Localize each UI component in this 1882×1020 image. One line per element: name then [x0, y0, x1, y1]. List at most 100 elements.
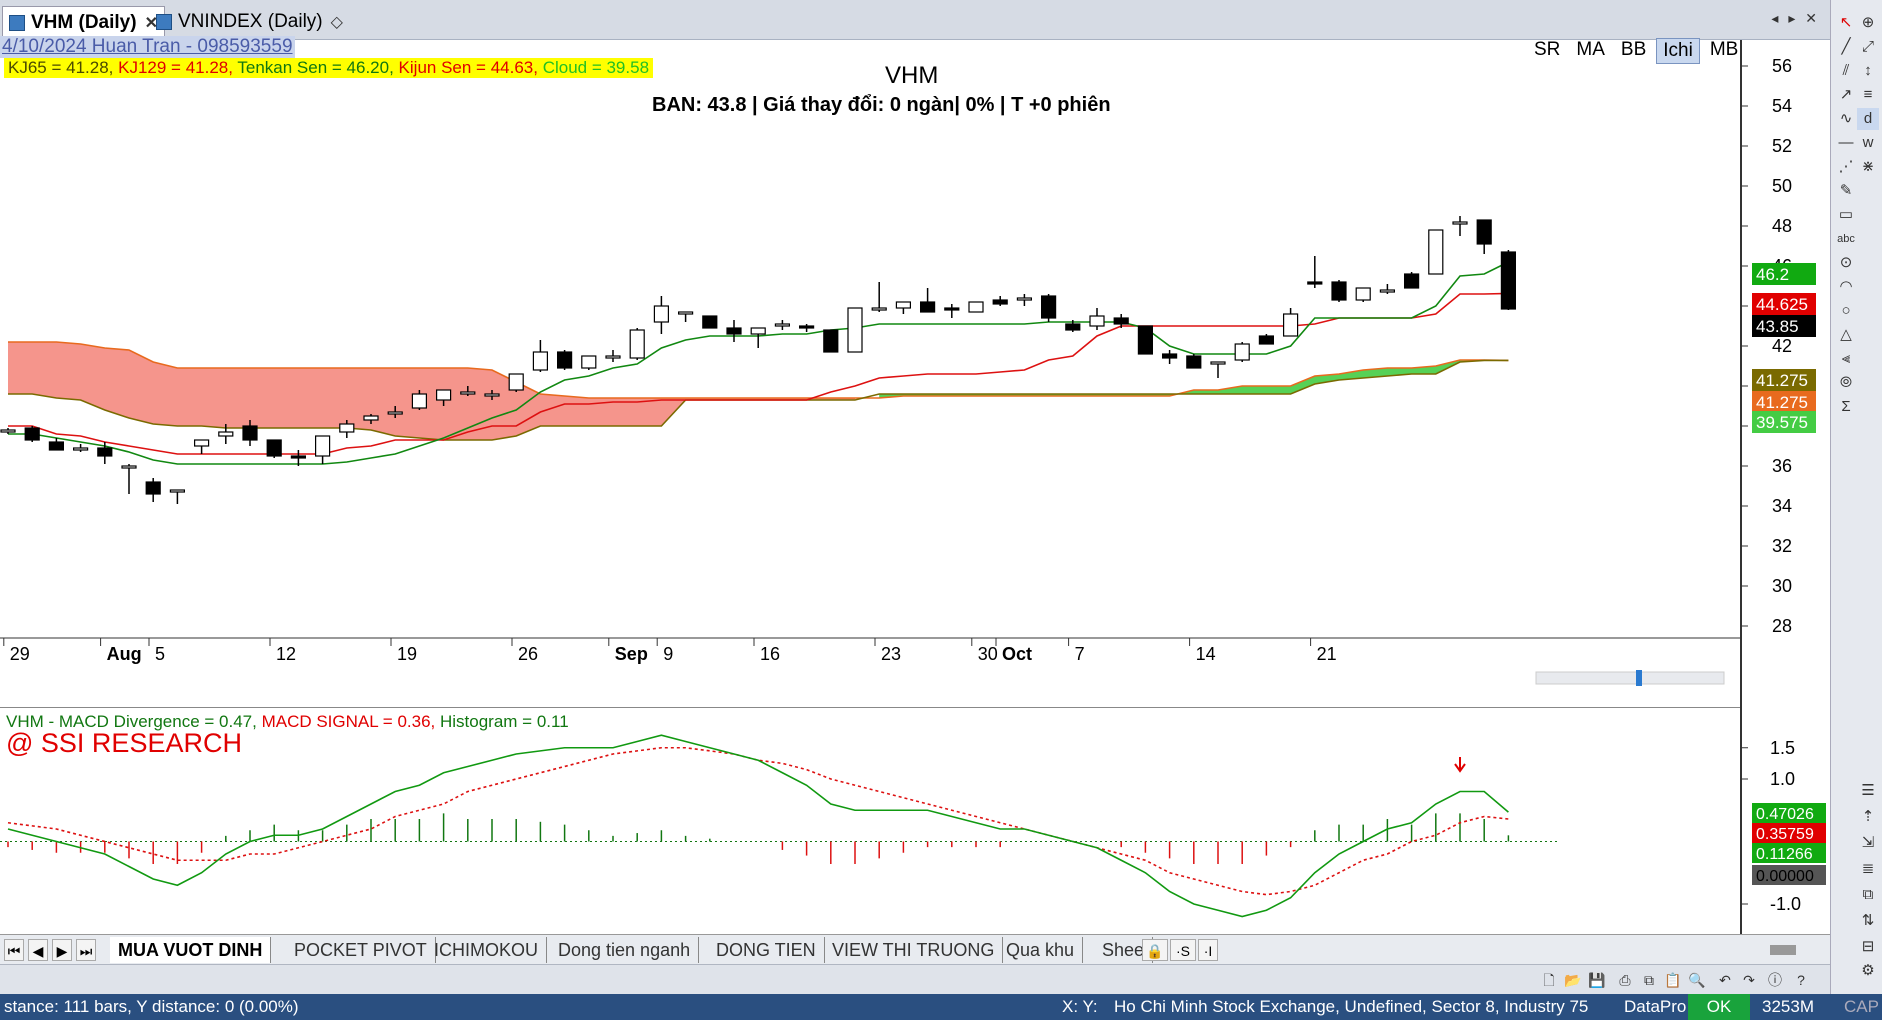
layers-icon[interactable]: ⧉ [1862, 886, 1874, 903]
fan-icon[interactable]: ⫷ [1841, 350, 1851, 367]
stack-icon[interactable]: ≣ [1861, 860, 1875, 877]
sr-button[interactable]: SR [1534, 39, 1561, 60]
hline-icon[interactable]: — [1838, 134, 1854, 151]
candle-body [1500, 251, 1517, 310]
rectangle-icon[interactable]: ▭ [1838, 206, 1854, 223]
sync-scroll-icon[interactable]: ·S [1170, 939, 1196, 961]
freehand-icon[interactable]: ∿ [1839, 110, 1853, 127]
candle-body [145, 481, 161, 495]
channel-icon[interactable]: ⫽ [1842, 62, 1850, 79]
fib-icon[interactable]: ≡ [1863, 86, 1873, 103]
gann-icon[interactable]: ⋇ [1861, 158, 1875, 175]
sheet-tab-ichimokou[interactable]: ICHIMOKOU [426, 937, 548, 963]
sort-icon[interactable]: ⇅ [1861, 912, 1875, 929]
sheet-tab-dong-tien-nganh[interactable]: Dong tien nganh [550, 937, 700, 963]
save-icon[interactable]: 💾 [1588, 972, 1606, 988]
info-icon[interactable]: ⓘ [1768, 972, 1782, 988]
ellipse-icon[interactable]: ○ [1841, 302, 1851, 319]
candle-body [823, 329, 839, 353]
pencil-icon[interactable]: ✎ [1839, 182, 1853, 199]
spiral-icon[interactable]: ⦾ [1839, 374, 1852, 391]
sheet-tab-qua-khu[interactable]: Qua khu [998, 937, 1084, 963]
open-folder-icon[interactable]: 📂 [1564, 972, 1582, 988]
sheet-tab-view-thi-truong[interactable]: VIEW THI TRUONG [824, 937, 1004, 963]
chart-date-author[interactable]: 4/10/2024 Huan Tran - 098593559 [0, 36, 295, 58]
price-value-text: 41.275 [1756, 393, 1808, 412]
split-icon[interactable]: ⊟ [1861, 938, 1875, 955]
wave-icon[interactable]: w [1862, 134, 1874, 151]
price-axis-label: 28 [1772, 616, 1792, 636]
lock-icon[interactable]: 🔒 [1142, 939, 1168, 961]
new-file-icon[interactable]: 🗋 [1543, 972, 1555, 988]
trendline-icon[interactable]: ╱ [1841, 38, 1851, 55]
pin-icon[interactable]: ◇ [330, 14, 343, 31]
sheet-insert-icon[interactable]: ·I [1198, 939, 1218, 961]
redo-icon[interactable]: ↷ [1743, 972, 1755, 988]
sheet-next-button[interactable]: ▶ [52, 939, 72, 961]
help-icon[interactable]: ? [1797, 972, 1805, 988]
candle-body [750, 327, 766, 335]
clipboard-icon[interactable]: 📋 [1664, 972, 1682, 988]
candle-body [1016, 297, 1033, 301]
candle-body [605, 355, 621, 359]
expand-icon[interactable]: ⇲ [1861, 834, 1875, 851]
doc-tab-vhm[interactable]: VHM (Daily) ✕ [2, 6, 165, 38]
settings-icon[interactable]: ⚙ [1861, 962, 1875, 979]
status-ok[interactable]: OK [1688, 994, 1750, 1020]
candle-body [1476, 219, 1492, 245]
price-chart-pane[interactable]: 29 Aug 5 12 19 26 Sep 9 16 23 30 Oct 7 14 21 [0, 40, 1740, 708]
ma-button[interactable]: MA [1576, 39, 1605, 60]
pointer-icon[interactable]: ↖ [1839, 14, 1853, 31]
sheet-tab-bar: ⏮ ◀ ▶ ⏭ MUA VUOT DINH POCKET PIVOT ICHIM… [0, 934, 1830, 964]
sheet-tab-mua-vuot-dinh[interactable]: MUA VUOT DINH [110, 937, 272, 963]
candle-body [97, 447, 113, 457]
ray-icon[interactable]: ⤢ [1861, 38, 1874, 55]
date-tick-label: Sep [615, 644, 648, 664]
copy-icon[interactable]: ⧉ [1644, 972, 1654, 988]
list-icon[interactable]: ☰ [1861, 782, 1875, 799]
date-tick-label: 12 [276, 644, 296, 664]
date-tick-label: 19 [397, 644, 417, 664]
arc-icon[interactable]: ◠ [1839, 278, 1853, 295]
text-icon[interactable]: abc [1837, 233, 1855, 245]
indicator-buttons: SR MA BB Ichi MB [1528, 38, 1744, 64]
sheet-tab-dong-tien[interactable]: DONG TIEN [708, 937, 825, 963]
cycle-icon[interactable]: ⊙ [1839, 254, 1853, 271]
candle-body [1403, 273, 1420, 289]
macd-chart-pane[interactable] [0, 709, 1740, 934]
candle-body [581, 355, 597, 369]
find-icon[interactable]: 🔍 [1688, 972, 1706, 988]
macd-value-badge [1752, 803, 1826, 823]
price-chart-svg: 29 Aug 5 12 19 26 Sep 9 16 23 30 Oct 7 14 21 [0, 216, 1740, 686]
price-axis[interactable]: 28303234363840424446485052545646.244.625… [1740, 40, 1830, 934]
status-dataprovider[interactable]: DataPro [1624, 997, 1687, 1016]
candle-body [315, 435, 331, 457]
close-icon[interactable]: ✕ [144, 14, 158, 32]
up-arrow-icon[interactable]: ⇡ [1861, 808, 1875, 825]
tab-scroll-arrows[interactable]: ◂ ▸ ✕ [1771, 10, 1820, 26]
ichi-button[interactable]: Ichi [1656, 38, 1700, 64]
bb-button[interactable]: BB [1620, 39, 1647, 60]
arrow-icon[interactable]: ↗ [1839, 86, 1853, 103]
sigma-icon[interactable]: Σ [1841, 398, 1851, 415]
zoom-icon[interactable]: ⊕ [1861, 14, 1875, 31]
horizontal-scrollbar[interactable] [1770, 945, 1796, 955]
sheet-tab-pocket-pivot[interactable]: POCKET PIVOT [286, 937, 436, 963]
candle-body [895, 301, 912, 309]
mb-button[interactable]: MB [1709, 39, 1739, 60]
vertical-line-icon[interactable]: ↕ [1864, 62, 1872, 79]
undo-icon[interactable]: ↶ [1719, 972, 1731, 988]
zoom-slider-track [1535, 671, 1725, 685]
date-tick-label: 26 [518, 644, 538, 664]
d-tool-icon[interactable]: d [1857, 108, 1879, 130]
sheet-last-button[interactable]: ⏭ [76, 939, 96, 961]
candle-body [556, 351, 573, 369]
sell-arrow-icon [1454, 757, 1466, 773]
parallel-icon[interactable]: ⋰ [1838, 158, 1854, 175]
sheet-first-button[interactable]: ⏮ [4, 939, 24, 961]
print-icon[interactable]: ⎙ [1619, 972, 1631, 988]
candle-body [532, 351, 549, 371]
sheet-prev-button[interactable]: ◀ [28, 939, 48, 961]
triangle-icon[interactable]: △ [1840, 326, 1852, 343]
doc-tab-vnindex[interactable]: VNINDEX (Daily) ◇ [150, 6, 349, 38]
